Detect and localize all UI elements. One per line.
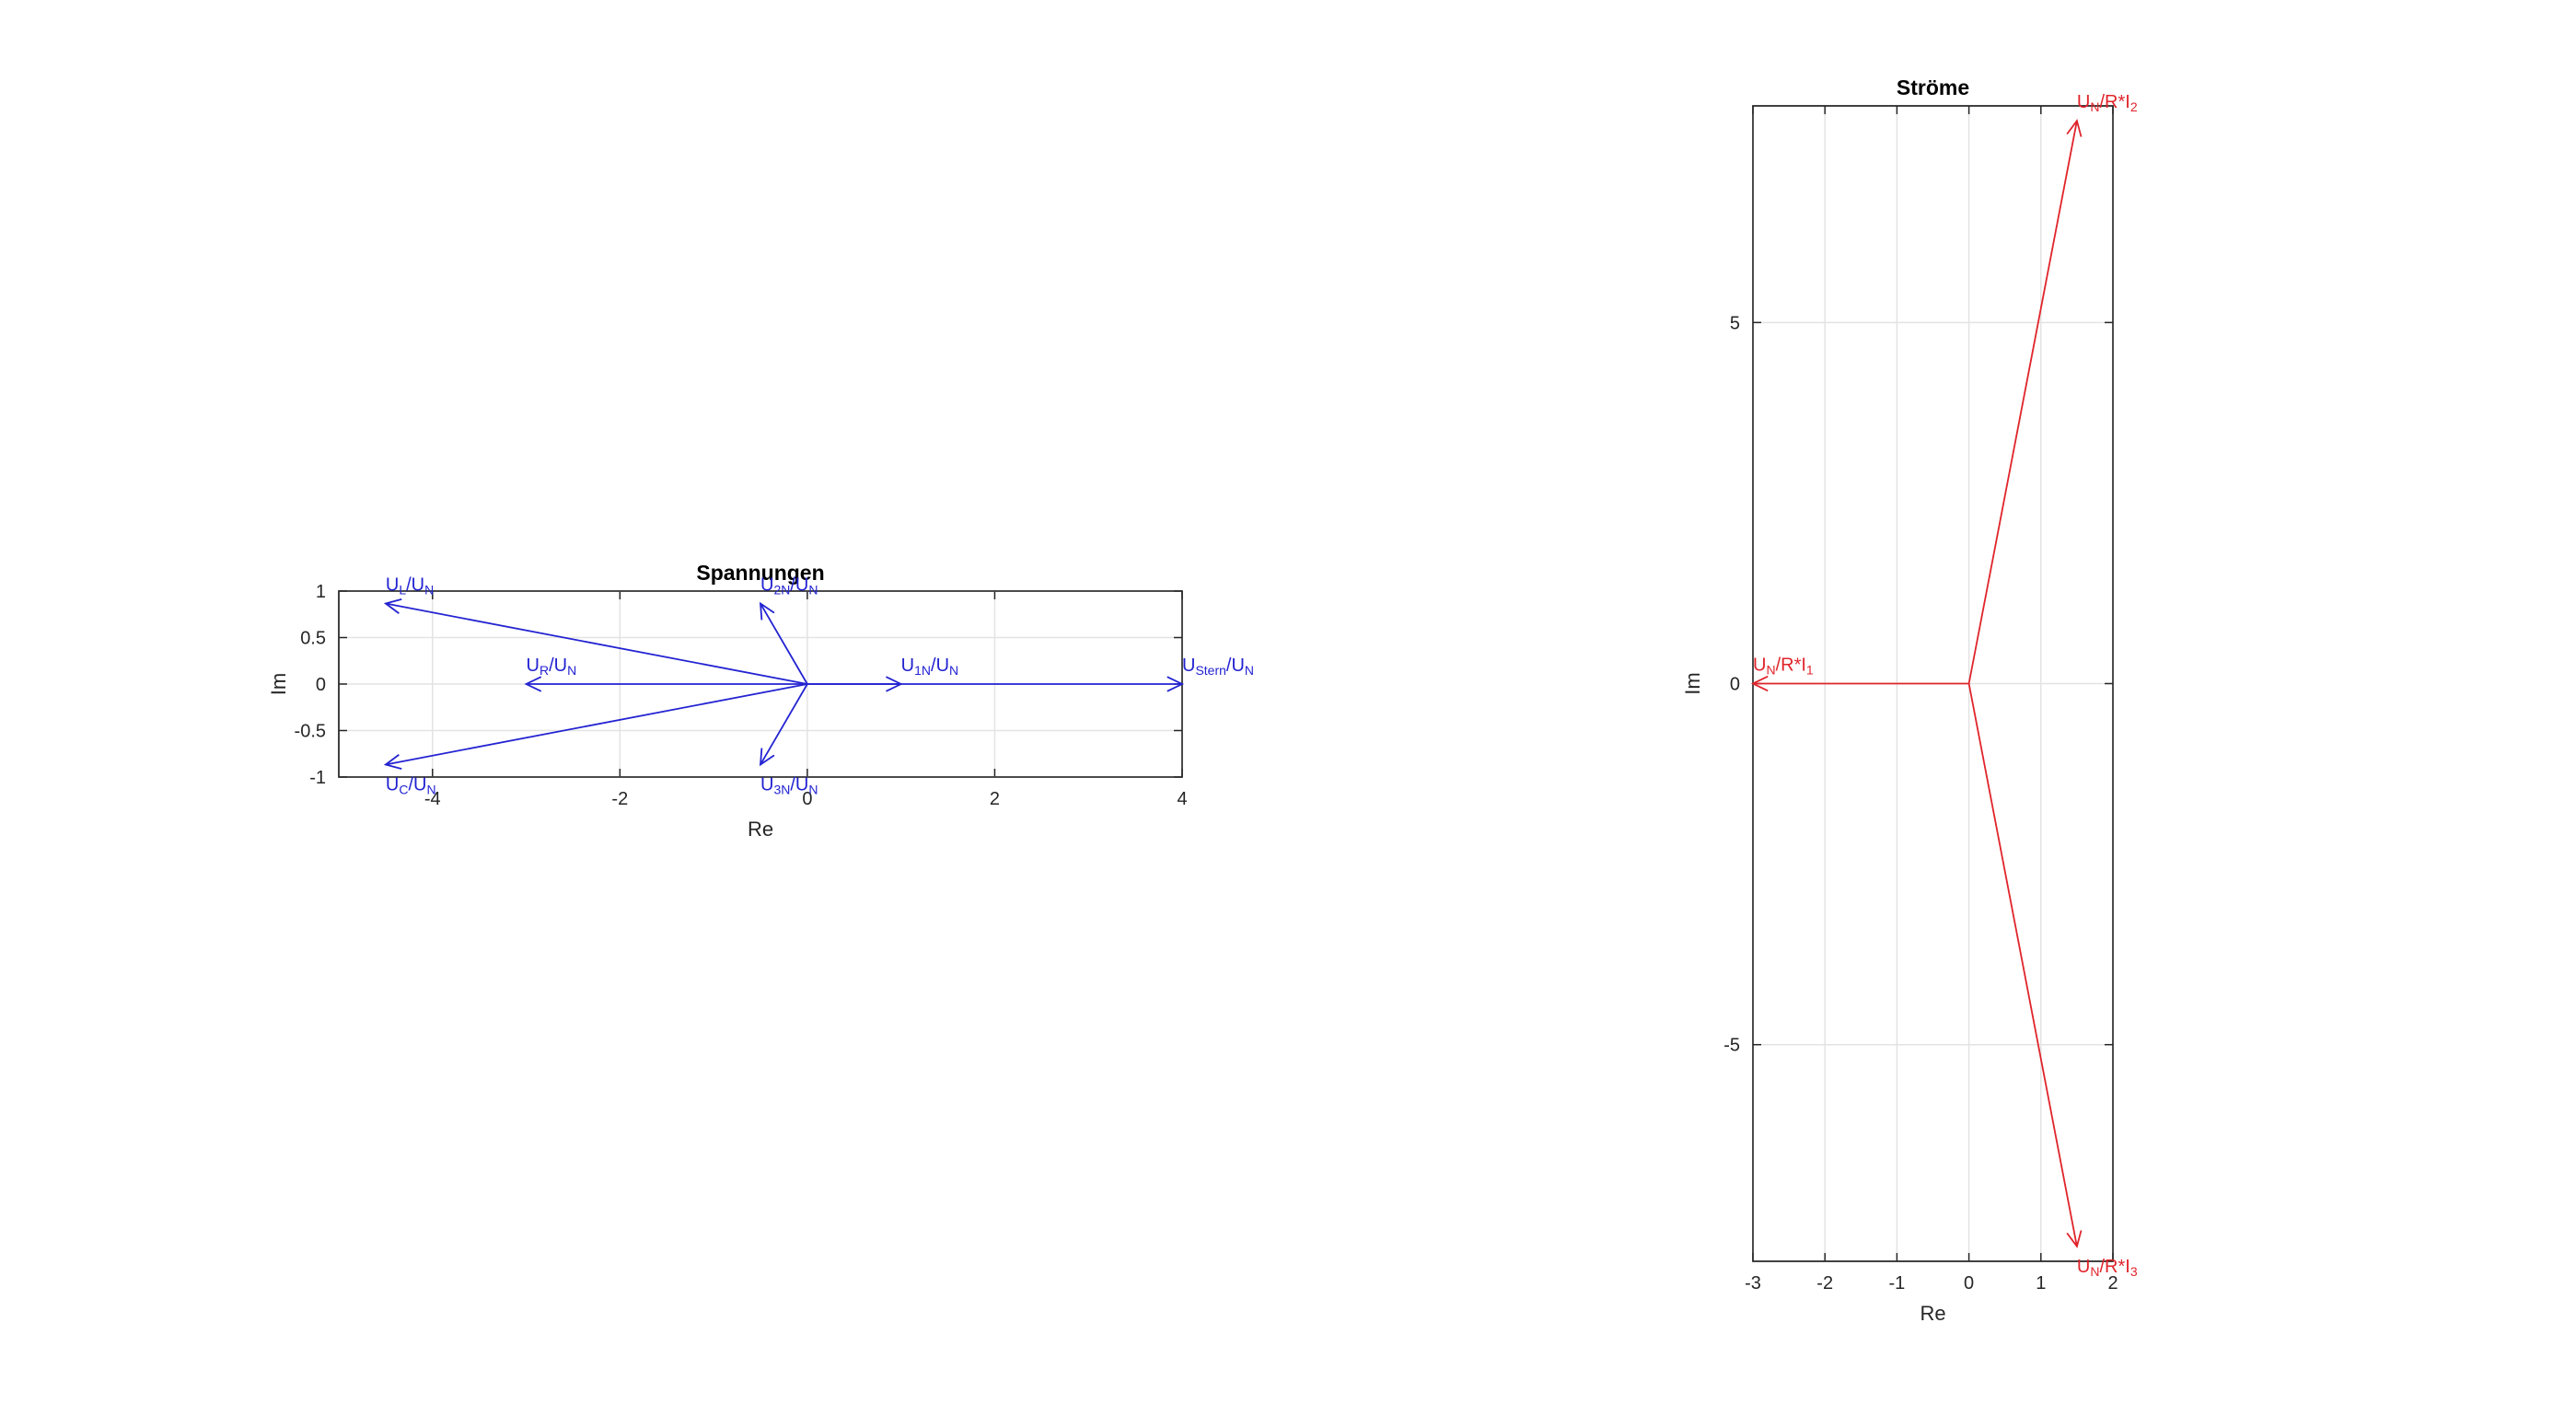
label-subscript: R [540,663,549,678]
label-subscript: 3 [2130,1263,2138,1278]
label-text: /R*I [2099,1257,2129,1277]
label-text: /U [790,774,808,795]
x-tick-label: 2 [2107,1273,2118,1294]
label-text: /U [790,575,808,596]
label-subscript: N [1766,662,1775,677]
label-subscript: 2 [2130,99,2138,114]
label-subscript: 2N [773,582,790,597]
label-subscript: N [424,582,434,597]
label-text: /U [1226,656,1245,676]
label-text: U [386,774,399,795]
phasor-arrow [385,683,808,766]
y-axis-label: Im [267,673,290,695]
arrow-head [383,598,402,614]
arrow-head [759,748,775,767]
label-subscript: N [426,782,435,796]
arrow-head [2066,119,2083,137]
phasor-arrow [1967,120,2078,684]
label-subscript: N [1245,663,1254,678]
arrow-head [383,754,402,770]
y-axis-label: Im [1681,672,1704,694]
phasor-arrow [760,603,808,685]
vector-label: U1N/UN [901,656,958,678]
arrow-head [2066,1230,2083,1248]
vector-label: UC/UN [386,774,436,796]
label-subscript: N [949,663,958,678]
label-subscript: 3N [773,782,790,796]
label-text: U [760,774,773,795]
label-text: U [2077,1257,2090,1277]
x-tick-label: -1 [1889,1273,1906,1294]
label-subscript: N [567,663,576,678]
vector-label: UStern/UN [1182,656,1254,678]
x-tick-label: -4 [424,789,441,809]
y-tick-label: -0.5 [295,722,326,742]
arrow-head [524,676,542,692]
x-axis-label: Re [1920,1302,1945,1325]
label-subscript: N [2090,1263,2099,1278]
label-text: U [2077,92,2090,112]
label-subscript: C [399,782,408,796]
vector-label: UN/R*I3 [2077,1257,2138,1279]
y-tick-label: 1 [316,582,326,602]
label-text: U [901,656,914,676]
x-tick-label: 0 [1964,1273,1974,1294]
label-text: /U [408,774,426,795]
y-tick-label: -5 [1723,1036,1740,1056]
label-text: /R*I [2099,92,2129,112]
label-text: U [386,575,399,596]
x-axis-label: Re [748,818,773,841]
label-subscript: 1 [1806,662,1814,677]
x-tick-label: 2 [990,789,1000,809]
label-text: /U [406,575,424,596]
y-tick-label: -1 [309,768,326,788]
chart-title: Ströme [1897,75,1969,99]
phasor-arrow [760,683,808,765]
label-text: /R*I [1776,656,1806,676]
x-tick-label: -2 [611,789,628,809]
phasor-arrow [385,602,808,685]
x-tick-label: 4 [1177,789,1187,809]
label-subscript: Stern [1195,663,1225,678]
label-subscript: L [399,582,406,597]
label-text: /U [931,656,949,676]
vector-label: UN/R*I1 [1753,656,1814,678]
label-subscript: 1N [914,663,931,678]
arrow-head [759,601,775,621]
y-tick-label: 5 [1730,313,1740,333]
label-text: /U [549,656,567,676]
label-text: U [760,575,773,596]
vector-label: UR/UN [527,656,577,678]
label-subscript: N [808,782,818,796]
chart-title: Spannungen [696,561,824,585]
vector-label: U2N/UN [760,575,818,598]
label-text: U [1753,656,1766,676]
label-subscript: N [808,582,818,597]
x-tick-label: -3 [1745,1273,1761,1294]
arrow-head [1166,676,1185,692]
x-tick-label: 1 [2036,1273,2046,1294]
label-text: U [527,656,540,676]
y-tick-label: 0 [316,675,326,695]
vector-label: UL/UN [386,575,434,598]
label-subscript: N [2090,99,2099,114]
x-tick-label: -2 [1816,1273,1833,1294]
phasor-arrow [1967,683,2078,1247]
x-tick-label: 0 [802,789,812,809]
label-text: U [1182,656,1195,676]
vector-label: UN/R*I2 [2077,92,2138,114]
y-tick-label: 0 [1730,675,1740,695]
vector-label: U3N/UN [760,774,818,796]
y-tick-label: 0.5 [300,629,326,649]
arrow-head [1750,675,1769,692]
